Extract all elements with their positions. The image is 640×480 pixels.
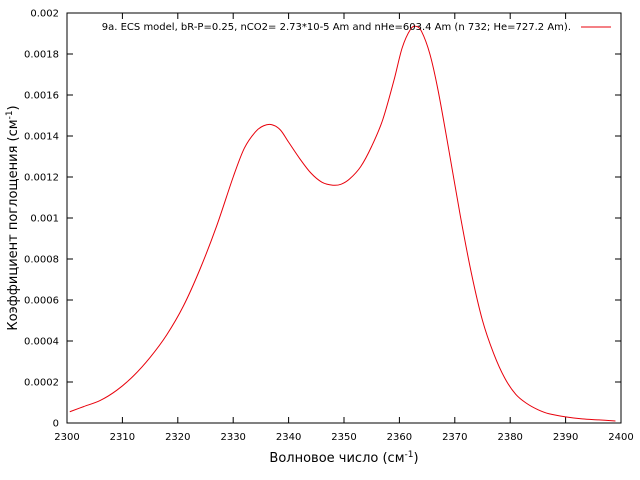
series-line-0 [69, 25, 616, 422]
x-tick-label: 2300 [54, 432, 79, 443]
legend: 9a. ECS model, bR-P=0.25, nCO2= 2.73*10-… [102, 22, 611, 33]
axis-ticks: 2300 2310 2320 2330 2340 2350 2360 2370 2380 2390… [24, 9, 634, 444]
series-group [69, 25, 616, 422]
y-axis-label: Коэффициент поглощения (см-1) [5, 105, 21, 330]
x-tick-label: 2390 [553, 432, 578, 443]
x-tick-label: 2350 [331, 432, 356, 443]
y-tick-label: 0.0012 [24, 173, 59, 184]
x-tick-label: 2370 [442, 432, 467, 443]
y-tick-label: 0.0006 [24, 296, 59, 307]
y-tick-label: 0.0004 [24, 337, 59, 348]
y-tick-label: 0.0018 [24, 50, 59, 61]
y-tick-label: 0.0008 [24, 255, 59, 266]
x-tick-label: 2380 [497, 432, 522, 443]
x-tick-label: 2400 [608, 432, 633, 443]
plot-frame [66, 12, 622, 424]
legend-label: 9a. ECS model, bR-P=0.25, nCO2= 2.73*10-… [102, 22, 571, 33]
x-tick-label: 2320 [165, 432, 190, 443]
y-tick-label: 0.0014 [24, 132, 59, 143]
x-axis-label: Волновое число (см-1) [269, 450, 418, 466]
y-tick-label: 0 [53, 419, 59, 430]
y-tick-label: 0.002 [30, 9, 59, 20]
y-tick-label: 0.0002 [24, 378, 59, 389]
y-tick-label: 0.001 [30, 214, 59, 225]
x-tick-label: 2330 [220, 432, 245, 443]
y-tick-label: 0.0016 [24, 91, 59, 102]
x-tick-label: 2340 [276, 432, 301, 443]
x-tick-label: 2310 [110, 432, 135, 443]
x-tick-label: 2360 [387, 432, 412, 443]
